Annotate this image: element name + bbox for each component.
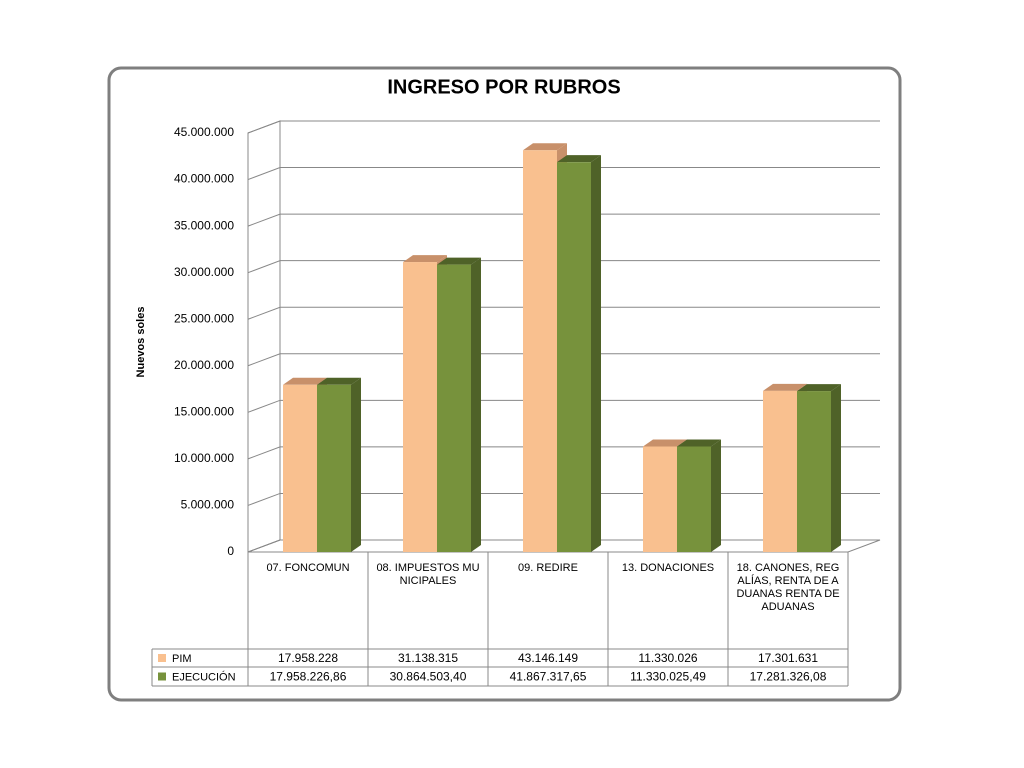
grid-line: [247, 260, 880, 274]
y-tick-label: 45.000.000: [174, 125, 234, 139]
y-tick-label: 10.000.000: [174, 451, 234, 465]
bar: [677, 446, 711, 552]
y-axis-label: Nuevos soles: [135, 307, 147, 378]
y-tick-label: 40.000.000: [174, 172, 234, 186]
bar-side: [471, 257, 481, 552]
bar: [317, 384, 351, 552]
table-value: 30.864.503,40: [390, 670, 467, 684]
bar-top: [677, 439, 721, 447]
table-value: 41.867.317,65: [510, 670, 587, 684]
bar-top: [643, 439, 687, 447]
y-tick-label: 0: [227, 544, 234, 558]
bar: [283, 384, 317, 552]
grid-line: [247, 167, 880, 181]
bar-top: [317, 377, 361, 385]
y-tick-label: 5.000.000: [181, 498, 235, 512]
y-tick-label: 25.000.000: [174, 311, 234, 325]
table-value: 17.281.326,08: [750, 670, 827, 684]
table-value: 43.146.149: [518, 651, 578, 665]
grid-line: [247, 306, 880, 320]
bar-top: [283, 377, 327, 385]
bar: [557, 162, 591, 552]
table-value: 31.138.315: [398, 651, 458, 665]
bar-top: [797, 384, 841, 392]
category-label: 18. CANONES, REGALÍAS, RENTA DE ADUANAS …: [736, 562, 840, 613]
category-label: 08. IMPUESTOS MUNICIPALES: [376, 562, 480, 587]
table-value: 11.330.026: [638, 651, 697, 665]
bar-top: [403, 255, 447, 263]
bar: [797, 391, 831, 552]
legend-swatch: [158, 672, 166, 681]
bar-side: [351, 377, 361, 552]
bar-side: [591, 155, 601, 552]
bar: [643, 446, 677, 552]
y-tick-label: 20.000.000: [174, 358, 234, 372]
table-value: 17.958.226,86: [270, 670, 347, 684]
table-value: 17.301.631: [758, 651, 818, 665]
legend-label: EJECUCIÓN: [172, 670, 236, 683]
bar: [437, 264, 471, 552]
category-label: 09. REDIRE: [518, 562, 578, 574]
table-value: 17.958.228: [278, 651, 338, 665]
grid-line: [247, 353, 880, 367]
legend-swatch: [158, 654, 166, 662]
y-tick-label: 35.000.000: [174, 218, 234, 232]
category-label: 13. DONACIONES: [621, 562, 715, 574]
grid-line: [247, 213, 880, 227]
bar: [523, 150, 557, 552]
y-tick-label: 30.000.000: [174, 265, 234, 279]
bar: [763, 390, 797, 552]
y-tick-label: 15.000.000: [174, 405, 234, 419]
table-value: 11.330.025,49: [630, 670, 706, 684]
bar-top: [437, 257, 481, 265]
bar-top: [557, 155, 601, 163]
bar-side: [711, 439, 721, 552]
bar-top: [763, 383, 807, 391]
grid-line: [247, 120, 880, 134]
category-label: 07. FONCOMUN: [266, 562, 350, 574]
legend-label: PIM: [172, 653, 192, 665]
bar-side: [831, 384, 841, 552]
bar: [403, 262, 437, 552]
grid-line: [247, 399, 880, 413]
bar-top: [523, 143, 567, 151]
chart-title: INGRESO POR RUBROS: [387, 76, 620, 98]
